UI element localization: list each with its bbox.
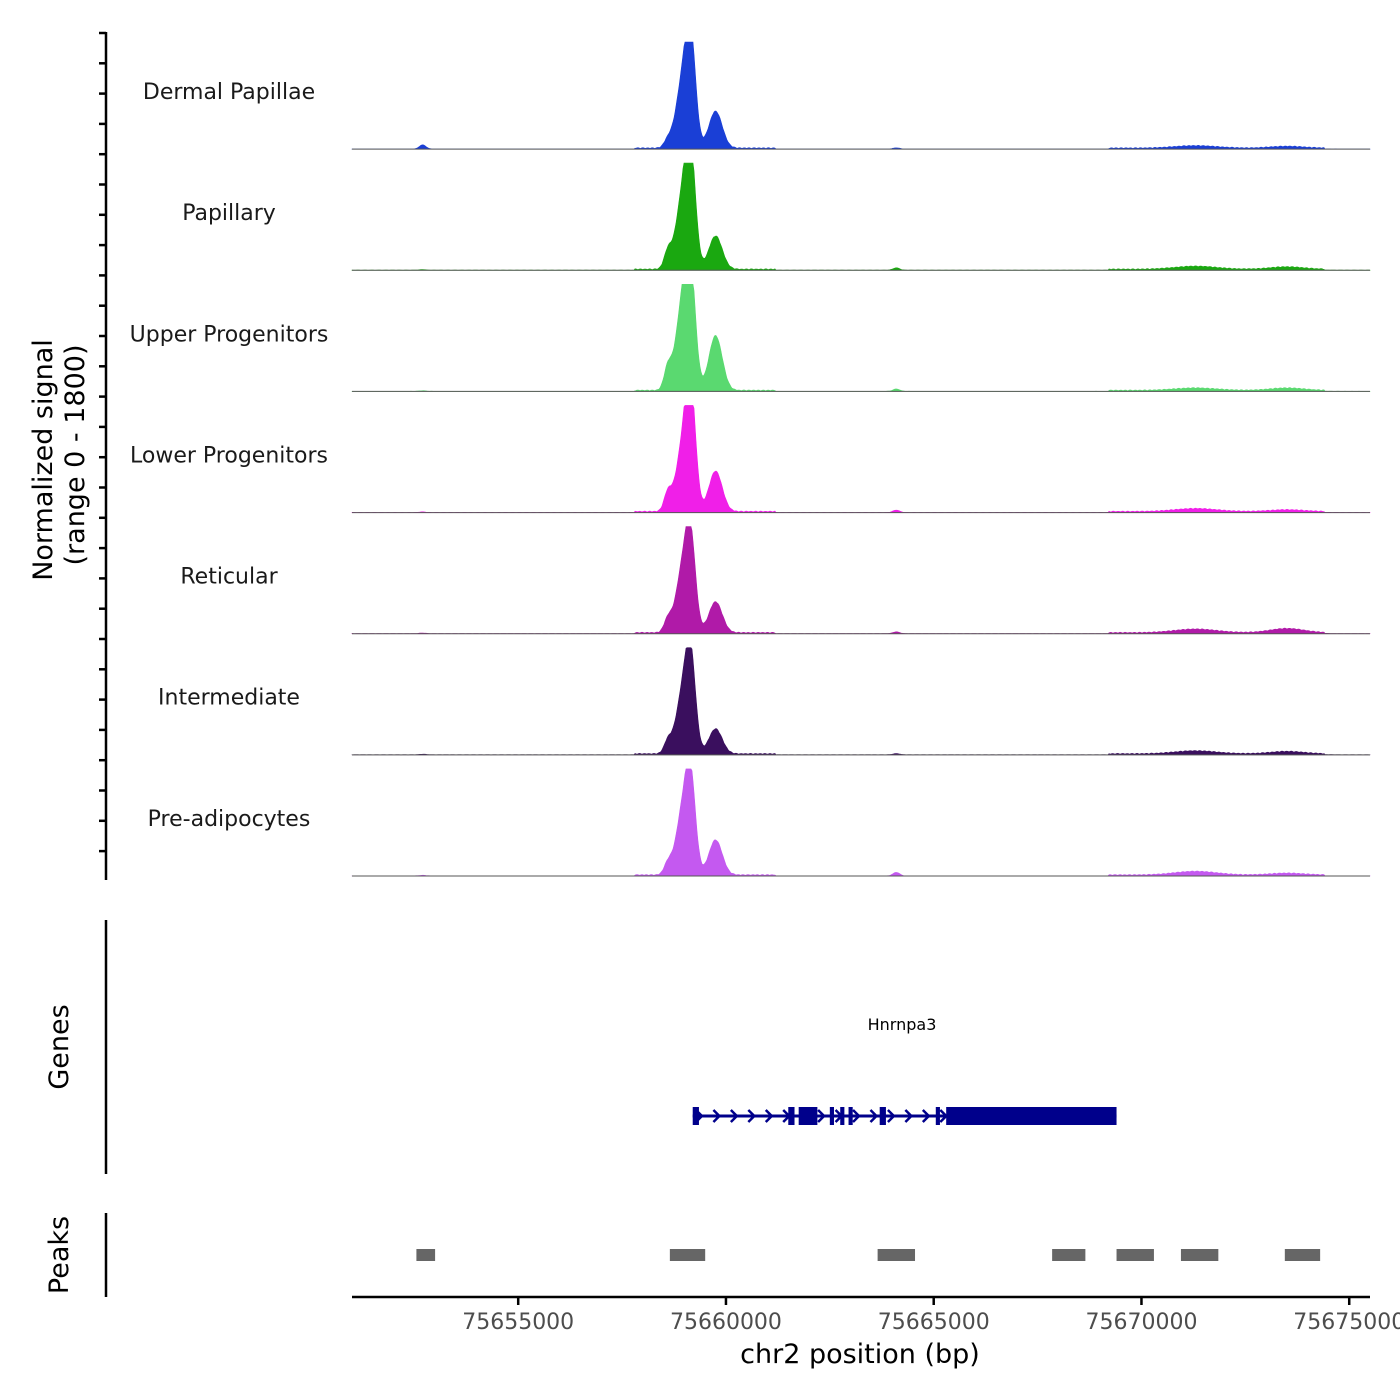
gene-exon [798,1107,818,1125]
signal-y-axis-title-line2: (range 0 - 1800) [60,345,91,566]
track-label: Dermal Papillae [143,80,315,105]
strand-arrow-icon [904,1109,914,1123]
coverage-area-track-7 [351,768,1371,877]
peak-region [1116,1249,1154,1261]
signal-y-axis-ticks [99,31,106,853]
strand-arrow-icon [764,1109,774,1123]
coverage-area-track-6 [351,647,1371,756]
gene-exon [848,1107,853,1125]
x-axis-ticks: 75655000 75660000 75665000 75670000 75675000 [462,1297,1400,1335]
strand-arrow-icon [817,1109,826,1123]
gene-annotation [692,1107,1117,1125]
coverage-area-track-1 [351,41,1371,150]
peak-region [1180,1249,1219,1261]
strand-arrow-icon [712,1109,722,1123]
peak-regions [416,1249,1321,1261]
coverage-area-track-3 [351,284,1371,392]
gene-label: Hnrnpa3 [868,1015,937,1034]
x-tick-label: 75665000 [878,1310,990,1335]
peak-region [1052,1249,1086,1261]
x-tick-label: 75675000 [1293,1310,1400,1335]
strand-arrow-icon [921,1109,931,1123]
gene-exon [879,1107,886,1125]
strand-arrow-icon [887,1109,896,1123]
coverage-area-track-5 [351,526,1371,635]
gene-exon [829,1107,834,1125]
peak-region [669,1249,706,1261]
gene-exon [935,1107,940,1125]
coverage-area-track-4 [351,405,1371,513]
x-tick-label: 75660000 [670,1310,782,1335]
strand-arrow-icon [729,1109,739,1123]
track-label: Intermediate [158,686,300,711]
x-axis-title: chr2 position (bp) [740,1339,980,1370]
peak-region [877,1249,916,1261]
peaks-axis-title: Peaks [44,1216,75,1294]
x-tick-label: 75655000 [462,1310,574,1335]
gene-exon [946,1107,1117,1125]
gene-exon [840,1107,845,1125]
strand-arrow-icon [852,1109,861,1123]
track-label: Upper Progenitors [130,322,329,347]
track-label: Pre-adipocytes [148,807,311,832]
coverage-area-track-2 [351,162,1371,271]
track-label: Papillary [182,201,276,226]
track-label: Reticular [180,565,278,590]
genes-axis-title: Genes [44,1004,75,1089]
x-tick-label: 75670000 [1085,1310,1197,1335]
strand-arrow-icon [747,1109,757,1123]
gene-exon [692,1107,699,1125]
track-label: Lower Progenitors [130,443,328,468]
peak-region [1284,1249,1321,1261]
signal-y-axis-title-line1: Normalized signal [28,339,59,581]
strand-arrow-icon [869,1109,879,1123]
coverage-tracks: Dermal Papillae Papillary Upper Progenitor… [130,41,1371,877]
peak-region [416,1249,436,1261]
gene-exon [788,1107,795,1125]
